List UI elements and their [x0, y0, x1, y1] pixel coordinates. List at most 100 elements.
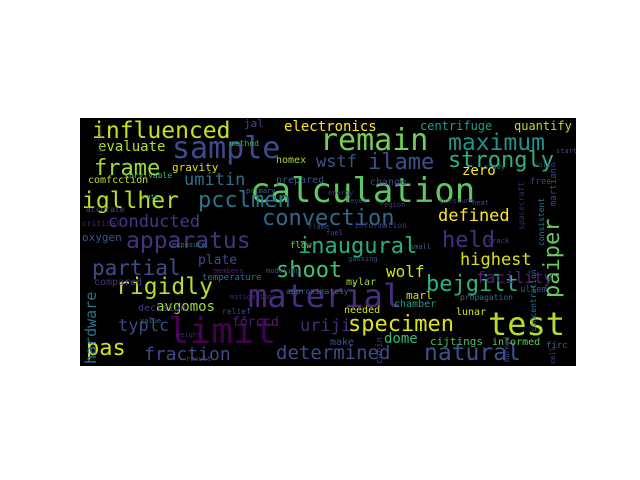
- word-flame: flame: [308, 223, 330, 231]
- word-survivable: survivable: [124, 171, 173, 180]
- word-critical: critical: [82, 219, 121, 228]
- word-modeling: modeling: [266, 267, 300, 275]
- word-partial: partial: [92, 256, 181, 280]
- word-cijtings: cijtings: [430, 335, 483, 348]
- word-result: result: [186, 355, 212, 363]
- word-temperature: temperature: [202, 273, 262, 283]
- word-umitin: umitin: [184, 170, 246, 190]
- word-weight: weight: [176, 331, 202, 339]
- word-firc: firc: [546, 341, 568, 351]
- word-determined: determined: [276, 342, 391, 364]
- word-region: region: [380, 201, 406, 209]
- word-highest: highest: [460, 250, 532, 270]
- word-relief: relief: [222, 307, 251, 316]
- word-inaugural: inaugural: [298, 234, 418, 259]
- word-propagation: propagation: [460, 293, 513, 302]
- word-calculation: calculation: [250, 171, 476, 211]
- word-rate: rate: [142, 193, 159, 201]
- word-fraction: fraction: [144, 344, 231, 365]
- word-avgomos: avgomos: [156, 299, 216, 315]
- word-method: method: [230, 139, 259, 148]
- word-heat: heat: [472, 199, 489, 207]
- word-influenced: influenced: [92, 118, 231, 144]
- word-solid: solid: [534, 161, 556, 169]
- word-facility: facility: [476, 268, 554, 287]
- word-ultem: ultem: [520, 285, 548, 295]
- word-remain: remain: [320, 123, 429, 158]
- word-comfcction: comfcction: [88, 175, 149, 186]
- word-primary: primary: [246, 187, 276, 195]
- word-limit: limit: [168, 311, 277, 352]
- word-convection: convection: [262, 206, 395, 231]
- word-rigidly: rigidly: [116, 274, 213, 300]
- word-frame: frame: [94, 156, 161, 181]
- word-zero: zero: [462, 163, 496, 179]
- word-value: value: [140, 317, 162, 325]
- word-mylar: mylar: [346, 277, 377, 288]
- word-uriji: uriji: [300, 316, 352, 336]
- word-centrifuge: centrifuge: [420, 119, 493, 133]
- word-defined: defined: [438, 206, 510, 226]
- word-spacecraft: spacecraft: [517, 181, 526, 230]
- word-cloud: sample remain calculation material test limit…: [80, 118, 576, 366]
- word-cabin: cabin: [375, 336, 385, 364]
- word-fuel: fuel: [326, 229, 343, 237]
- word-energy: energy: [328, 189, 354, 197]
- word-mitigations: mitigations: [230, 293, 277, 301]
- word-marl: marl: [406, 289, 433, 302]
- word-compared: compared: [94, 277, 143, 288]
- word-oxygen: oxygen: [82, 231, 122, 244]
- word-members: members: [214, 267, 244, 275]
- word-martian: martian: [549, 168, 559, 206]
- word-burned: burned: [503, 336, 511, 362]
- word-level: level: [346, 197, 368, 205]
- word-needed: needed: [344, 305, 381, 316]
- word-decision: decision: [138, 303, 187, 314]
- word-forccd: forccd: [232, 315, 279, 330]
- word-approximately: approximately: [286, 287, 349, 296]
- word-chamber: chamber: [394, 299, 437, 310]
- word-consistent: consistent: [537, 197, 546, 246]
- word-plate: plate: [198, 253, 238, 268]
- word-ignition: ignition: [97, 127, 104, 156]
- word-gravity: gravity: [172, 161, 219, 174]
- word-small: small: [410, 243, 432, 251]
- word-pcclmen: pcclmen: [198, 188, 291, 213]
- word-apparatus: apparatus: [126, 228, 251, 254]
- word-study: study: [484, 163, 506, 171]
- word-information: information: [354, 221, 407, 230]
- word-quantify: quantify: [514, 119, 572, 133]
- word-exposure: exposure: [172, 241, 206, 249]
- word-lunar: lunar: [456, 307, 487, 318]
- word-informed: informed: [492, 337, 541, 348]
- word-wstf: wstf: [316, 152, 357, 172]
- word-held: held: [442, 228, 495, 253]
- word-bejgilt: bejgilt: [426, 272, 519, 297]
- word-dome: dome: [384, 331, 418, 347]
- word-conducted: conducted: [108, 212, 201, 232]
- word-flow: flow: [290, 241, 312, 251]
- word-crack: crack: [488, 237, 510, 245]
- word-jal: jal: [244, 118, 264, 130]
- word-sample: sample: [172, 131, 281, 166]
- word-nomex: nomex: [276, 155, 307, 166]
- word-evaluate: evaluate: [98, 139, 166, 155]
- word-test: test: [488, 305, 566, 343]
- word-cell: cell: [549, 347, 557, 364]
- word-make: make: [330, 337, 355, 348]
- word-natural: natural: [424, 340, 521, 366]
- word-material: material: [248, 277, 403, 315]
- word-gassing: gassing: [348, 255, 378, 263]
- word-free: free: [530, 177, 552, 187]
- word-start: start: [556, 147, 576, 155]
- word-shoot: shoot: [276, 258, 343, 283]
- word-wolf: wolf: [386, 262, 425, 281]
- word-maximum: maximum: [448, 130, 545, 156]
- word-typlc: typlc: [118, 316, 170, 336]
- word-concentration: concentration: [529, 269, 538, 332]
- word-ilame: ilame: [368, 150, 435, 175]
- word-electronics: electronics: [284, 119, 377, 135]
- word-change: change: [370, 177, 407, 188]
- word-igllher: igllher: [82, 188, 179, 214]
- word-prepared: prepared: [276, 175, 325, 186]
